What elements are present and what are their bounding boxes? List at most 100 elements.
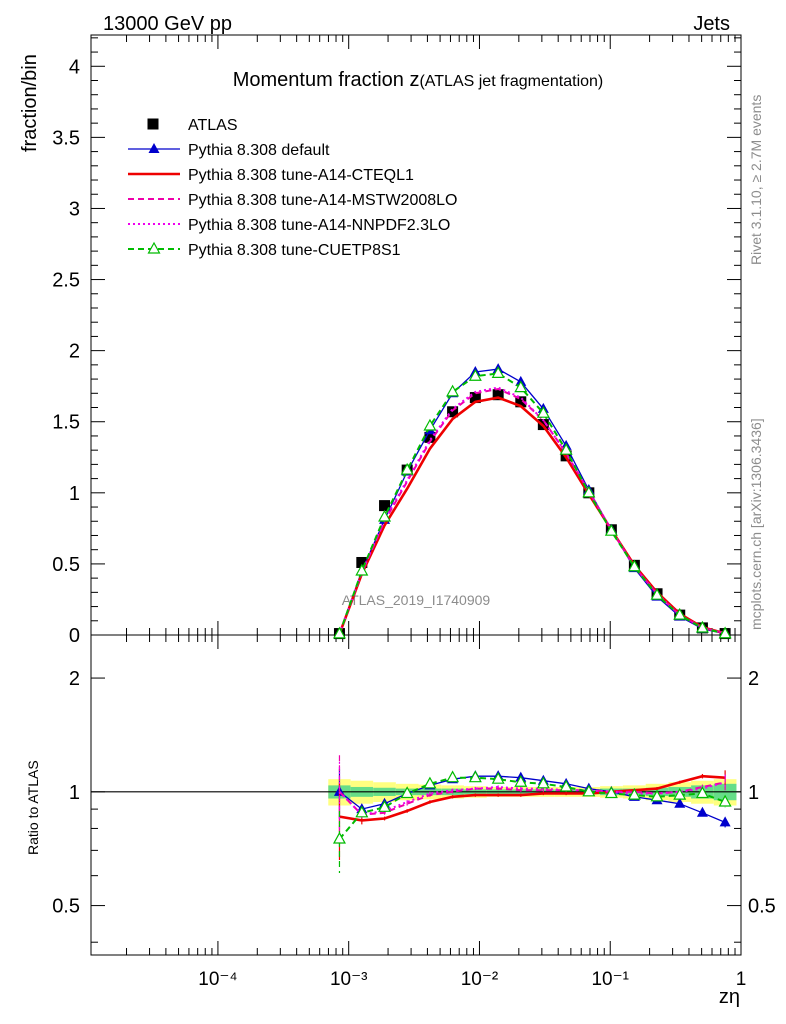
ratio-y-tick-label: 0.5 bbox=[52, 896, 80, 918]
rivet-version-label: Rivet 3.1.10, ≥ 2.7M events bbox=[748, 95, 764, 265]
ratio-y-axis-label: Ratio to ATLAS bbox=[25, 760, 41, 855]
series-point bbox=[559, 779, 573, 792]
series-point bbox=[650, 587, 664, 600]
series-point bbox=[536, 776, 550, 789]
data-point bbox=[147, 118, 159, 130]
series-line bbox=[338, 386, 726, 635]
x-tick-label: 10⁻¹ bbox=[591, 969, 629, 990]
y-tick-label: 1.5 bbox=[52, 412, 80, 434]
data-point bbox=[424, 431, 436, 443]
x-tick-label: 10⁻⁴ bbox=[198, 969, 237, 990]
legend-entry: Pythia 8.308 default bbox=[128, 142, 330, 159]
analysis-watermark: ATLAS_2019_I1740909 bbox=[342, 592, 491, 608]
series-point bbox=[400, 462, 414, 475]
series-point bbox=[332, 831, 346, 844]
series-point bbox=[627, 787, 641, 800]
series-point bbox=[468, 368, 482, 381]
ratio-y-tick-label-right: 0.5 bbox=[748, 896, 776, 918]
ratio-y-tick-label: 2 bbox=[69, 668, 80, 690]
series-point bbox=[400, 786, 414, 799]
series-4 bbox=[332, 366, 732, 639]
series-point bbox=[604, 523, 618, 536]
legend-entry: Pythia 8.308 tune-A14-MSTW2008LO bbox=[128, 192, 457, 209]
legend-entry: Pythia 8.308 tune-A14-CTEQL1 bbox=[128, 167, 414, 184]
series-point bbox=[491, 366, 505, 378]
x-tick-label: 1 bbox=[736, 969, 747, 990]
series-point bbox=[446, 384, 460, 397]
series-point bbox=[148, 143, 160, 153]
series-point bbox=[650, 789, 664, 802]
legend-label: Pythia 8.308 default bbox=[188, 142, 330, 159]
legend-entry: Pythia 8.308 tune-CUETP8S1 bbox=[128, 241, 401, 259]
x-tick-label: 10⁻³ bbox=[330, 969, 368, 990]
series-4 bbox=[332, 770, 732, 873]
data-point bbox=[492, 389, 504, 401]
series-point bbox=[582, 784, 596, 797]
series-point bbox=[627, 559, 641, 572]
series-point bbox=[378, 800, 392, 812]
legend-entry: ATLAS bbox=[147, 117, 238, 134]
series-point bbox=[719, 816, 731, 827]
header-process-label: 13000 GeV pp bbox=[103, 13, 232, 35]
series-point bbox=[147, 241, 161, 254]
y-tick-label: 2.5 bbox=[52, 270, 80, 292]
legend-label: Pythia 8.308 tune-A14-MSTW2008LO bbox=[188, 192, 457, 209]
title-sub: (ATLAS jet fragmentation) bbox=[419, 73, 603, 90]
series-line bbox=[339, 774, 726, 822]
series-point bbox=[536, 405, 550, 418]
y-tick-label: 3.5 bbox=[52, 127, 80, 149]
series-point bbox=[604, 786, 618, 799]
legend-label: ATLAS bbox=[188, 117, 238, 134]
x-axis-label: zη bbox=[719, 986, 740, 1008]
series-point bbox=[378, 509, 392, 522]
legend-label: Pythia 8.308 tune-CUETP8S1 bbox=[188, 242, 401, 259]
legend-label: Pythia 8.308 tune-A14-CTEQL1 bbox=[188, 167, 414, 184]
series-point bbox=[696, 806, 708, 817]
y-tick-label: 1 bbox=[69, 483, 80, 505]
series-line bbox=[338, 781, 726, 816]
y-tick-label: 4 bbox=[69, 56, 80, 78]
x-tick-label: 10⁻² bbox=[461, 969, 499, 990]
ratio-y-tick-label-right: 1 bbox=[748, 782, 759, 804]
ratio-y-tick-label: 1 bbox=[69, 782, 80, 804]
y-tick-label: 2 bbox=[69, 341, 80, 363]
y-tick-label: 3 bbox=[69, 198, 80, 220]
ratio-y-tick-label-right: 2 bbox=[748, 668, 759, 690]
ratio-plot-frame bbox=[90, 634, 742, 956]
data-point bbox=[515, 396, 527, 408]
series-point bbox=[718, 626, 732, 639]
series-point bbox=[695, 786, 709, 799]
series-3 bbox=[338, 386, 726, 635]
legend-label: Pythia 8.308 tune-A14-NNPDF2.3LO bbox=[188, 217, 450, 234]
series-point bbox=[695, 620, 709, 633]
series-point bbox=[673, 787, 687, 800]
y-tick-label: 0.5 bbox=[52, 554, 80, 576]
header-category-label: Jets bbox=[693, 13, 730, 35]
series-point bbox=[514, 775, 528, 787]
data-point bbox=[469, 392, 481, 404]
series-point bbox=[514, 380, 528, 393]
ratio-uncertainty-bands bbox=[91, 779, 741, 806]
series-point bbox=[355, 805, 369, 818]
legend-entry: Pythia 8.308 tune-A14-NNPDF2.3LO bbox=[128, 217, 450, 234]
series-point bbox=[423, 418, 437, 431]
title-main: Momentum fraction z bbox=[233, 69, 420, 91]
axis-ticks: 10⁻⁴ 10⁻³ 10⁻² 10⁻¹ 1 0 0.5 1 1.5 2 2.5 3 3.5 4 0.5 0.5… bbox=[52, 35, 776, 990]
series-point bbox=[674, 797, 686, 808]
main-plot-title: Momentum fraction z(ATLAS jet fragmentat… bbox=[233, 69, 604, 91]
series-point bbox=[718, 794, 732, 807]
series-point bbox=[332, 626, 346, 639]
data-point bbox=[379, 500, 391, 512]
series-point bbox=[559, 442, 573, 455]
series-point bbox=[446, 770, 460, 783]
series-layer bbox=[332, 363, 732, 873]
series-point bbox=[468, 770, 482, 783]
main-y-axis-label: fraction/bin bbox=[19, 54, 41, 152]
series-point bbox=[423, 776, 437, 789]
legend: ATLAS Pythia 8.308 default Pythia 8.308 tu… bbox=[128, 117, 457, 259]
mcplots-source-label: mcplots.cern.ch [arXiv:1306.3436] bbox=[748, 418, 764, 630]
series-point bbox=[355, 563, 369, 576]
series-point bbox=[582, 485, 596, 498]
series-line bbox=[338, 372, 726, 635]
